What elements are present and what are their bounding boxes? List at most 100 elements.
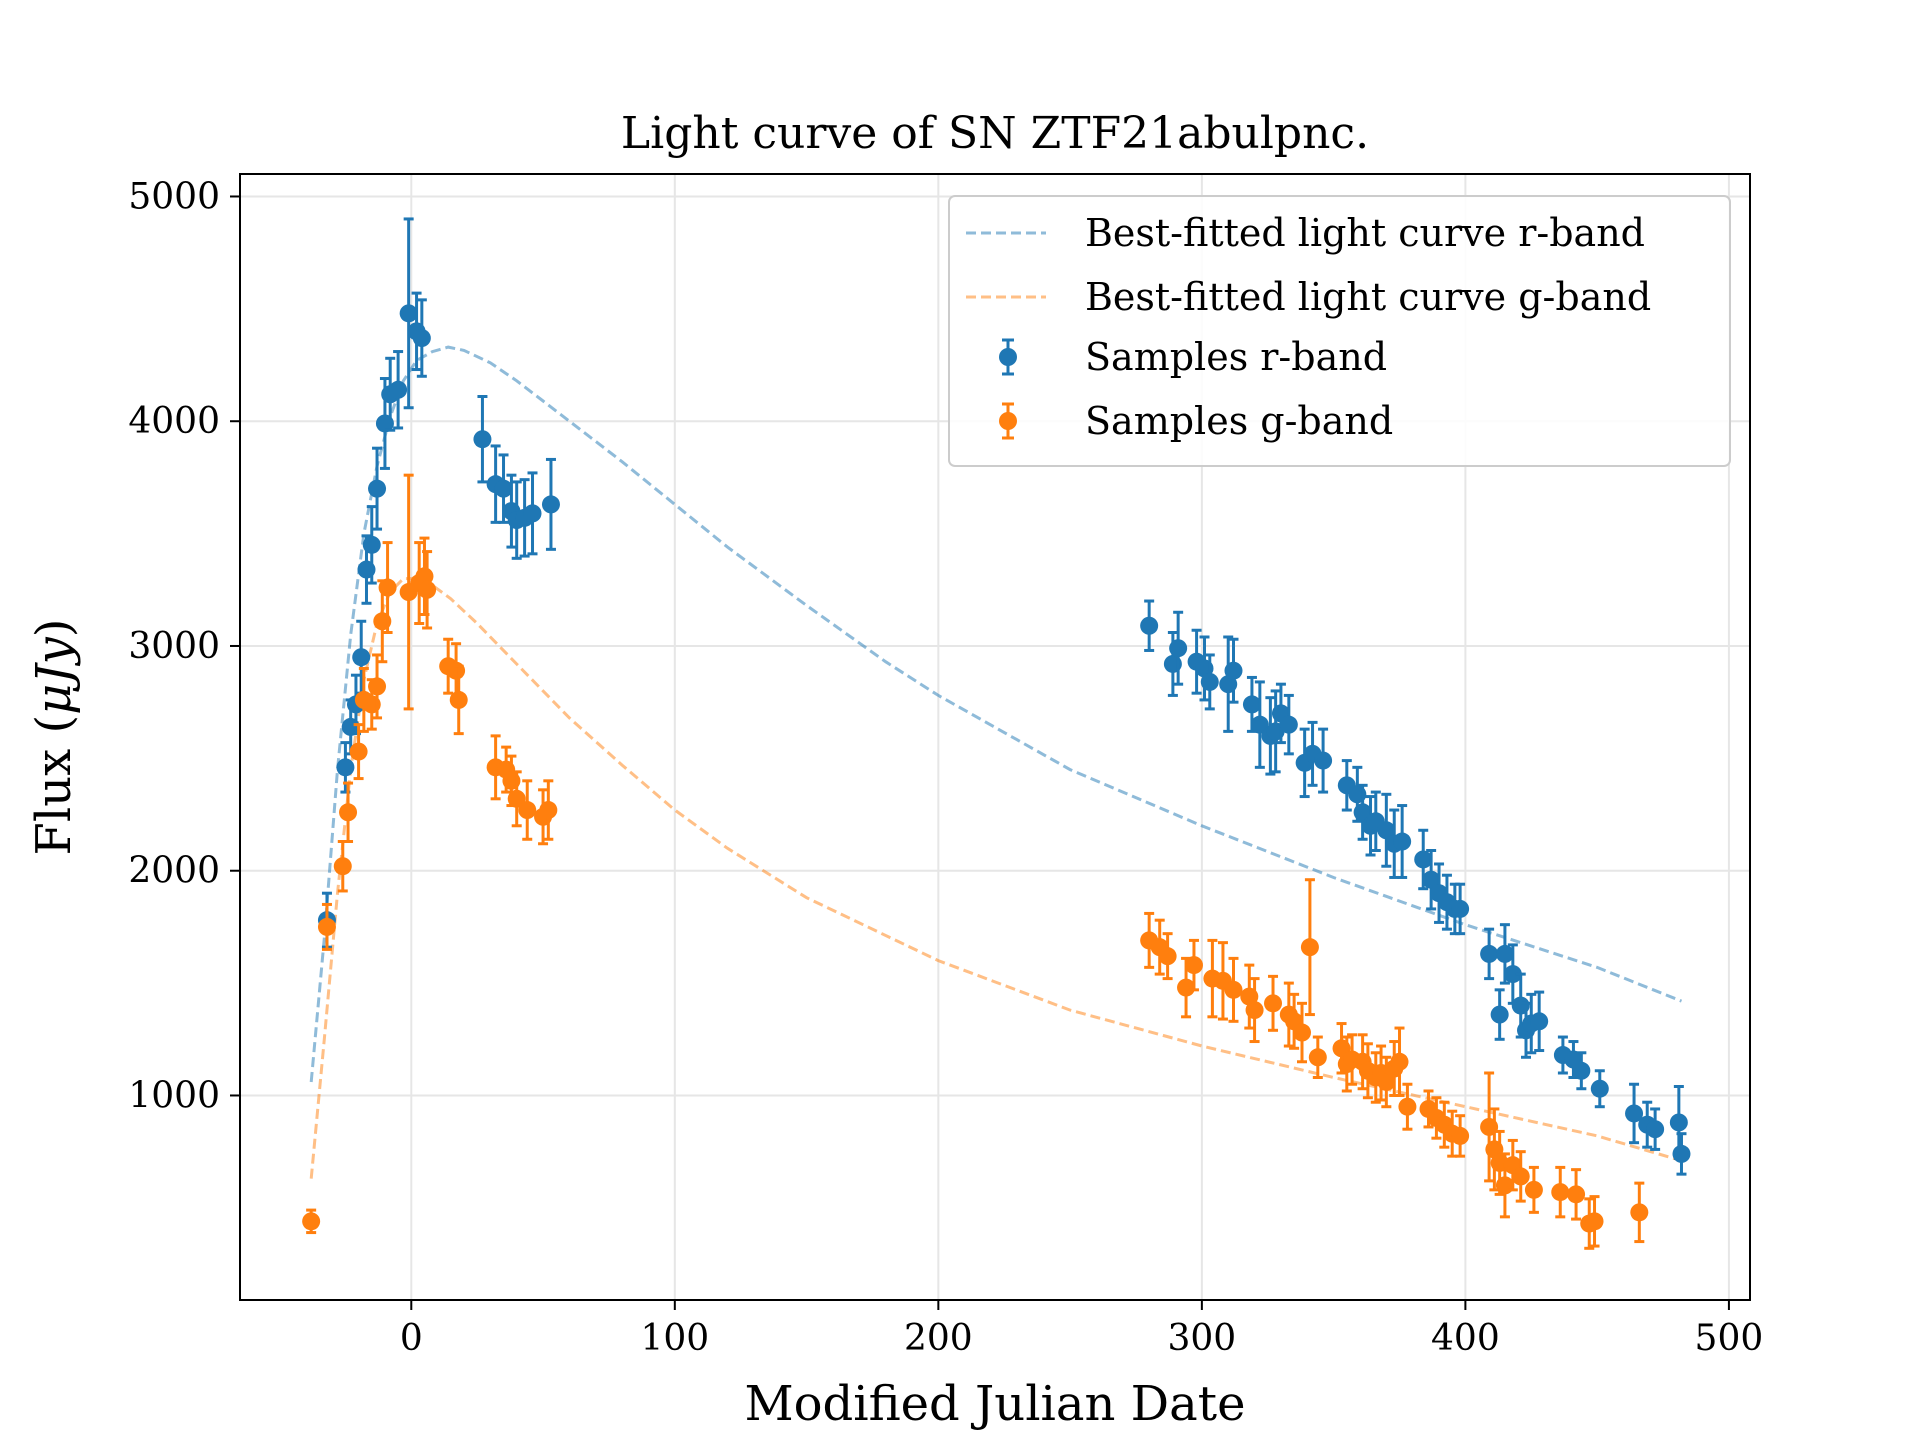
sample-marker [1572, 1061, 1591, 1080]
sample-point-g [1451, 1114, 1470, 1158]
sample-point-g [449, 664, 468, 736]
y-tick-label: 5000 [128, 176, 220, 217]
sample-point-r [473, 395, 492, 484]
sample-point-g [518, 779, 537, 841]
sample-marker [1250, 715, 1269, 734]
sample-marker [418, 580, 437, 599]
legend-label-g-line: Best-fitted light curve g-band [1085, 275, 1651, 319]
sample-point-r [1303, 720, 1322, 787]
sample-marker [473, 430, 492, 449]
sample-marker [1495, 944, 1514, 963]
y-axis-label-main: Flux ( [26, 715, 82, 856]
chart-title: Light curve of SN ZTF21abulpnc. [621, 108, 1369, 159]
sample-point-g [1630, 1181, 1649, 1244]
legend-label-g-samples: Samples g-band [1085, 399, 1393, 443]
sample-marker [1480, 944, 1499, 963]
sample-marker [1224, 661, 1243, 680]
sample-marker [1393, 832, 1412, 851]
sample-point-g [447, 642, 466, 700]
sample-point-r [1224, 637, 1243, 704]
sample-point-g [339, 781, 358, 844]
sample-marker [1390, 1052, 1409, 1071]
sample-marker [1590, 1079, 1609, 1098]
sample-point-g [378, 541, 397, 634]
x-axis-ticks: 0 100 200 300 400 500 [400, 1300, 1763, 1359]
sample-point-r [1646, 1107, 1665, 1151]
sample-point-r [1672, 1132, 1691, 1176]
sample-marker [368, 479, 387, 498]
sample-point-r [389, 350, 408, 430]
sample-marker [1422, 870, 1441, 889]
x-tick-label: 500 [1695, 1318, 1764, 1359]
sample-marker [1585, 1212, 1604, 1231]
sample-marker [1158, 947, 1177, 966]
sample-marker [1242, 695, 1261, 714]
sample-marker [447, 661, 466, 680]
y-tick-label: 3000 [128, 626, 220, 667]
sample-marker [302, 1212, 321, 1231]
legend-label-r-samples: Samples r-band [1085, 335, 1387, 379]
sample-point-r [1393, 804, 1412, 879]
sample-point-g [317, 902, 336, 951]
sample-marker [1245, 1001, 1264, 1020]
fitted-curve-line [309, 345, 1683, 1083]
sample-marker [541, 495, 560, 514]
sample-point-g [507, 770, 526, 828]
sample-point-r [381, 356, 400, 432]
sample-point-g [418, 550, 437, 630]
sample-point-r [1200, 653, 1219, 711]
sample-point-g [1293, 1001, 1312, 1064]
sample-marker [389, 380, 408, 399]
sample-marker [1669, 1113, 1688, 1132]
legend-swatch-r-samples [999, 338, 1017, 376]
legend-box [948, 195, 1731, 467]
y-tick-label: 2000 [128, 851, 220, 892]
sample-point-g [1140, 911, 1159, 969]
sample-point-r [368, 446, 387, 531]
sample-marker [1630, 1203, 1649, 1222]
sample-point-g [1511, 1150, 1530, 1203]
sample-marker [1511, 1167, 1530, 1186]
sample-marker [1308, 1048, 1327, 1067]
y-tick-label: 1000 [128, 1075, 220, 1116]
sample-marker [336, 758, 355, 777]
sample-point-r [1140, 599, 1159, 652]
sample-point-r [412, 298, 431, 378]
sample-marker [1451, 1126, 1470, 1145]
sample-point-r [523, 471, 542, 556]
sample-marker [1279, 715, 1298, 734]
sample-point-r [1530, 990, 1549, 1053]
sample-marker [1646, 1120, 1665, 1139]
y-axis-ticks: 1000 2000 3000 4000 5000 [128, 176, 240, 1116]
sample-point-r [1250, 680, 1269, 769]
sample-point-r [1625, 1082, 1644, 1145]
sample-marker [1293, 1023, 1312, 1042]
x-tick-label: 400 [1431, 1318, 1500, 1359]
sample-point-r [1572, 1051, 1591, 1091]
sample-marker [368, 677, 387, 696]
sample-marker [1184, 956, 1203, 975]
sample-marker [1353, 803, 1372, 822]
y-axis-label: Flux (μJy) [26, 619, 82, 856]
sample-point-r [1314, 727, 1333, 794]
sample-marker [494, 479, 513, 498]
sample-point-r [1451, 882, 1470, 936]
sample-marker [1314, 751, 1333, 770]
sample-point-g [1184, 938, 1203, 992]
sample-marker [349, 742, 368, 761]
sample-point-g [1567, 1168, 1586, 1221]
sample-point-r [352, 619, 371, 695]
legend: Best-fitted light curve r-band Best-fitt… [948, 195, 1731, 467]
plot-frame [239, 173, 1751, 1301]
sample-point-r [1590, 1069, 1609, 1109]
x-axis-label: Modified Julian Date [745, 1376, 1246, 1432]
sample-point-g [1224, 956, 1243, 1023]
sample-point-r [1377, 792, 1396, 868]
sample-marker [1140, 616, 1159, 635]
sample-point-g [1203, 938, 1222, 1019]
sample-marker [1524, 1180, 1543, 1199]
x-tick-label: 300 [1168, 1318, 1237, 1359]
legend-swatch-g-samples [999, 402, 1017, 440]
samples [302, 217, 1691, 1250]
